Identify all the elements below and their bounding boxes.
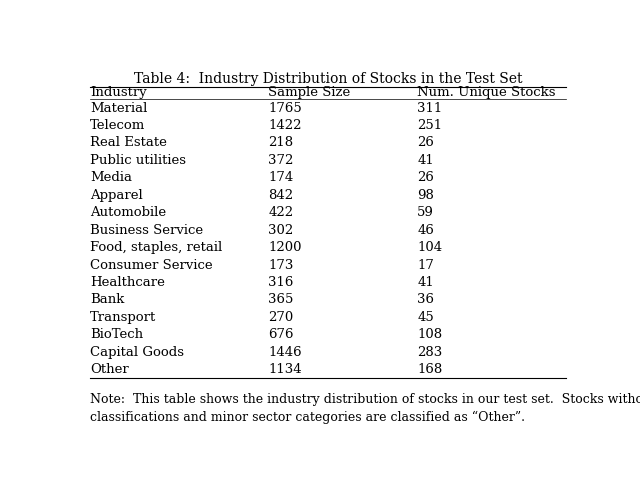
Text: 251: 251 bbox=[417, 119, 442, 132]
Text: 1446: 1446 bbox=[269, 346, 302, 359]
Text: 218: 218 bbox=[269, 136, 294, 149]
Text: 174: 174 bbox=[269, 171, 294, 184]
Text: Transport: Transport bbox=[90, 311, 156, 324]
Text: Healthcare: Healthcare bbox=[90, 276, 164, 289]
Text: 104: 104 bbox=[417, 241, 442, 254]
Text: Sample Size: Sample Size bbox=[269, 86, 351, 99]
Text: 302: 302 bbox=[269, 224, 294, 237]
Text: Apparel: Apparel bbox=[90, 189, 143, 202]
Text: Bank: Bank bbox=[90, 294, 124, 306]
Text: Capital Goods: Capital Goods bbox=[90, 346, 184, 359]
Text: Table 4:  Industry Distribution of Stocks in the Test Set: Table 4: Industry Distribution of Stocks… bbox=[134, 72, 522, 86]
Text: Real Estate: Real Estate bbox=[90, 136, 167, 149]
Text: 1422: 1422 bbox=[269, 119, 302, 132]
Text: 45: 45 bbox=[417, 311, 434, 324]
Text: Material: Material bbox=[90, 102, 147, 114]
Text: 41: 41 bbox=[417, 154, 434, 167]
Text: 46: 46 bbox=[417, 224, 434, 237]
Text: 676: 676 bbox=[269, 328, 294, 341]
Text: 108: 108 bbox=[417, 328, 442, 341]
Text: Food, staples, retail: Food, staples, retail bbox=[90, 241, 222, 254]
Text: 283: 283 bbox=[417, 346, 442, 359]
Text: 842: 842 bbox=[269, 189, 294, 202]
Text: 41: 41 bbox=[417, 276, 434, 289]
Text: Business Service: Business Service bbox=[90, 224, 203, 237]
Text: 1134: 1134 bbox=[269, 363, 302, 376]
Text: Consumer Service: Consumer Service bbox=[90, 259, 212, 272]
Text: 98: 98 bbox=[417, 189, 434, 202]
Text: Media: Media bbox=[90, 171, 132, 184]
Text: Automobile: Automobile bbox=[90, 206, 166, 219]
Text: 26: 26 bbox=[417, 171, 434, 184]
Text: 372: 372 bbox=[269, 154, 294, 167]
Text: 311: 311 bbox=[417, 102, 442, 114]
Text: 59: 59 bbox=[417, 206, 434, 219]
Text: 365: 365 bbox=[269, 294, 294, 306]
Text: 1200: 1200 bbox=[269, 241, 302, 254]
Text: Public utilities: Public utilities bbox=[90, 154, 186, 167]
Text: BioTech: BioTech bbox=[90, 328, 143, 341]
Text: Num. Unique Stocks: Num. Unique Stocks bbox=[417, 86, 556, 99]
Text: Other: Other bbox=[90, 363, 129, 376]
Text: Telecom: Telecom bbox=[90, 119, 145, 132]
Text: 1765: 1765 bbox=[269, 102, 302, 114]
Text: 36: 36 bbox=[417, 294, 435, 306]
Text: classifications and minor sector categories are classified as “Other”.: classifications and minor sector categor… bbox=[90, 411, 525, 424]
Text: 173: 173 bbox=[269, 259, 294, 272]
Text: 316: 316 bbox=[269, 276, 294, 289]
Text: Note:  This table shows the industry distribution of stocks in our test set.  St: Note: This table shows the industry dist… bbox=[90, 393, 640, 406]
Text: 270: 270 bbox=[269, 311, 294, 324]
Text: 17: 17 bbox=[417, 259, 434, 272]
Text: 26: 26 bbox=[417, 136, 434, 149]
Text: Industry: Industry bbox=[90, 86, 147, 99]
Text: 422: 422 bbox=[269, 206, 294, 219]
Text: 168: 168 bbox=[417, 363, 442, 376]
